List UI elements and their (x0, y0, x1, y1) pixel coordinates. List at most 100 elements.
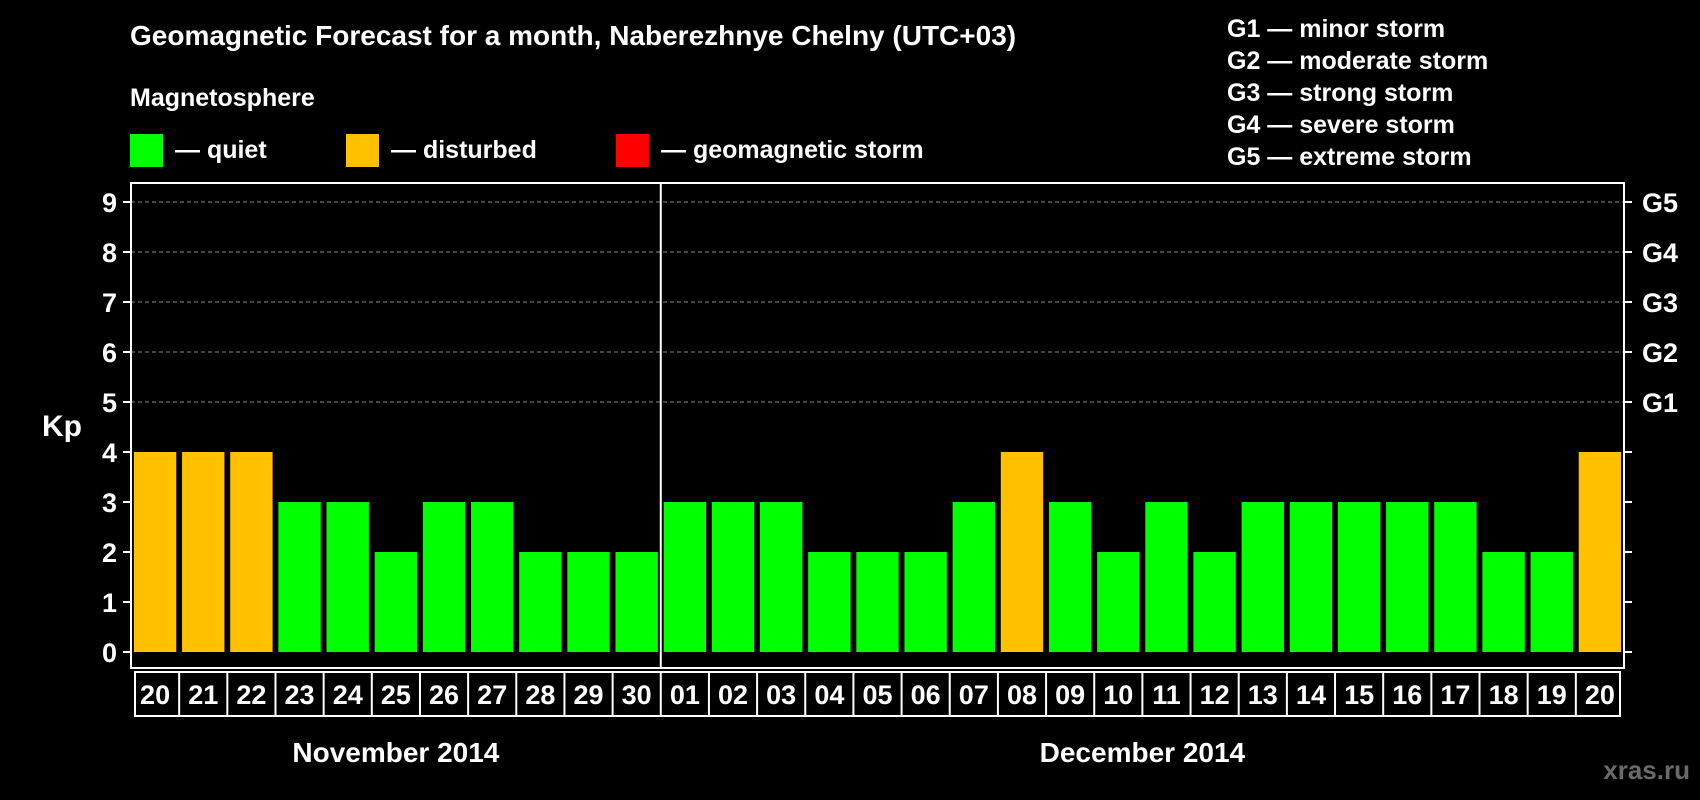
bar-15-05 (856, 552, 899, 652)
x-tick-label-0: 20 (140, 680, 170, 710)
storm-scale-g3: G3 — strong storm (1227, 79, 1454, 107)
legend-disturbed-swatch (346, 133, 379, 167)
x-tick-label-3: 23 (285, 680, 315, 710)
legend-quiet: — quiet (130, 133, 267, 167)
y-tick-label-8: 8 (102, 238, 117, 268)
storm-scale-g5: G5 — extreme storm (1227, 143, 1472, 171)
y-tick-label-5: 5 (102, 388, 117, 418)
x-tick-label-17: 07 (959, 680, 989, 710)
y-tick-label-3: 3 (102, 488, 117, 518)
bar-24-14 (1289, 502, 1333, 652)
y-tick-label-9: 9 (102, 188, 117, 218)
bar-25-15 (1337, 502, 1381, 652)
bar-3-23 (278, 502, 321, 652)
bar-11-01 (663, 502, 707, 652)
x-tick-label-29: 19 (1537, 680, 1567, 710)
legend-storm-swatch (616, 133, 649, 167)
x-tick-label-9: 29 (574, 680, 604, 710)
y-tick-label-4: 4 (102, 438, 117, 468)
x-tick-label-8: 28 (525, 680, 555, 710)
x-tick-label-24: 14 (1296, 680, 1326, 710)
x-tick-label-25: 15 (1344, 680, 1374, 710)
bar-2-22 (230, 452, 273, 652)
y-tick-label-1: 1 (102, 588, 117, 618)
chart-title: Geomagnetic Forecast for a month, Nabere… (130, 20, 1017, 51)
y-tick-label-2: 2 (102, 538, 117, 568)
bar-6-26 (422, 502, 466, 652)
bar-22-12 (1193, 552, 1236, 652)
bar-27-17 (1434, 502, 1477, 652)
magnetosphere-label: Magnetosphere (130, 84, 315, 112)
legend-quiet-label: — quiet (175, 135, 267, 164)
x-tick-label-27: 17 (1440, 680, 1470, 710)
x-tick-label-19: 09 (1055, 680, 1085, 710)
x-tick-label-11: 01 (670, 680, 700, 710)
x-tick-label-2: 22 (236, 680, 266, 710)
x-tick-label-20: 10 (1103, 680, 1133, 710)
bar-1-21 (182, 452, 225, 652)
x-tick-label-28: 18 (1489, 680, 1519, 710)
legend-disturbed-label: — disturbed (391, 135, 537, 164)
bar-26-16 (1386, 502, 1429, 652)
storm-scale-list: G1 — minor storm G2 — moderate storm G3 … (1227, 13, 1488, 173)
bar-20-10 (1097, 552, 1140, 652)
x-tick-label-4: 24 (333, 680, 363, 710)
x-axis-label-box (134, 671, 1621, 717)
bar-0-20 (133, 452, 177, 652)
x-tick-label-23: 13 (1248, 680, 1278, 710)
legend-quiet-swatch (130, 133, 163, 167)
storm-level-label-g1: G1 (1642, 388, 1678, 418)
legend-disturbed: — disturbed (346, 133, 537, 167)
bar-13-03 (759, 502, 803, 652)
x-tick-label-7: 27 (477, 680, 507, 710)
bar-18-08 (1000, 452, 1044, 652)
x-tick-label-14: 04 (814, 680, 844, 710)
bar-21-11 (1145, 502, 1188, 652)
storm-level-label-g5: G5 (1642, 188, 1678, 218)
watermark: xras.ru (1603, 755, 1690, 785)
y-axis-label: Kp (42, 410, 82, 443)
bar-29-19 (1530, 552, 1573, 652)
x-tick-label-5: 25 (381, 680, 411, 710)
bar-9-29 (567, 552, 610, 652)
y-tick-label-0: 0 (102, 638, 117, 668)
y-tick-label-7: 7 (102, 288, 117, 318)
x-tick-label-16: 06 (911, 680, 941, 710)
x-tick-label-26: 16 (1392, 680, 1422, 710)
x-tick-label-1: 21 (188, 680, 218, 710)
bar-8-28 (519, 552, 562, 652)
bar-10-30 (615, 552, 658, 652)
x-tick-label-12: 02 (718, 680, 748, 710)
bar-30-20 (1578, 452, 1622, 652)
x-tick-label-10: 30 (622, 680, 652, 710)
storm-scale-g2: G2 — moderate storm (1227, 47, 1489, 75)
bar-14-04 (808, 552, 851, 652)
month-label-november: November 2014 (292, 737, 500, 768)
bar-12-02 (711, 502, 755, 652)
bar-28-18 (1482, 552, 1525, 652)
bar-5-25 (374, 552, 418, 652)
month-label-december: December 2014 (1039, 737, 1246, 768)
bar-23-13 (1241, 502, 1284, 652)
storm-scale-g4: G4 — severe storm (1227, 111, 1455, 139)
storm-level-label-g3: G3 (1642, 288, 1678, 318)
y-tick-label-6: 6 (102, 338, 117, 368)
legend-storm-label: — geomagnetic storm (661, 135, 924, 164)
storm-level-label-g4: G4 (1642, 238, 1678, 268)
plot-frame (130, 182, 1625, 669)
bar-7-27 (471, 502, 514, 652)
storm-level-label-g2: G2 (1642, 338, 1678, 368)
storm-scale-g1: G1 — minor storm (1227, 15, 1446, 43)
legend-storm: — geomagnetic storm (616, 133, 924, 167)
x-tick-label-13: 03 (766, 680, 796, 710)
bar-4-24 (326, 502, 369, 652)
x-tick-label-18: 08 (1007, 680, 1037, 710)
bar-19-09 (1048, 502, 1092, 652)
x-tick-label-21: 11 (1152, 680, 1181, 710)
x-tick-label-22: 12 (1200, 680, 1230, 710)
bar-16-06 (904, 552, 947, 652)
x-tick-label-30: 20 (1585, 680, 1615, 710)
bar-17-07 (952, 502, 996, 652)
x-tick-label-6: 26 (429, 680, 459, 710)
